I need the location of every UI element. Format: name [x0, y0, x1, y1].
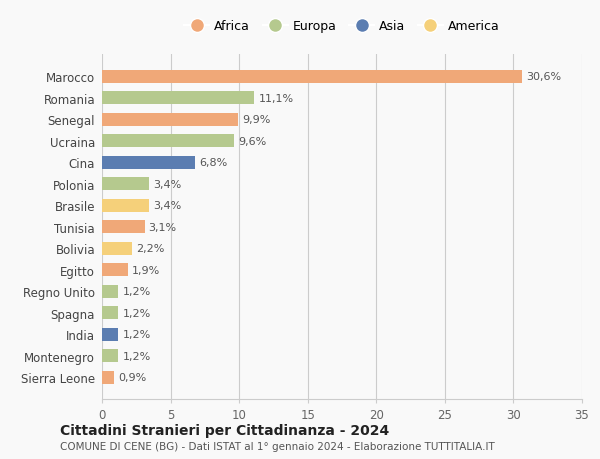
- Bar: [102, 285, 118, 298]
- Bar: [102, 349, 118, 362]
- Text: 3,1%: 3,1%: [149, 222, 177, 232]
- Text: 1,9%: 1,9%: [132, 265, 160, 275]
- Bar: [102, 113, 238, 127]
- Text: 9,6%: 9,6%: [238, 136, 266, 146]
- Text: 2,2%: 2,2%: [136, 244, 164, 254]
- Text: Cittadini Stranieri per Cittadinanza - 2024: Cittadini Stranieri per Cittadinanza - 2…: [60, 423, 389, 437]
- Bar: [102, 371, 115, 384]
- Text: 1,2%: 1,2%: [122, 330, 151, 339]
- Text: 1,2%: 1,2%: [122, 351, 151, 361]
- Bar: [102, 157, 195, 169]
- Bar: [102, 221, 145, 234]
- Bar: [102, 242, 132, 255]
- Text: 9,9%: 9,9%: [242, 115, 270, 125]
- Text: 1,2%: 1,2%: [122, 286, 151, 297]
- Text: 0,9%: 0,9%: [118, 372, 147, 382]
- Text: 3,4%: 3,4%: [153, 179, 181, 189]
- Bar: [102, 135, 233, 148]
- Bar: [102, 92, 254, 105]
- Text: 3,4%: 3,4%: [153, 201, 181, 211]
- Bar: [102, 71, 521, 84]
- Text: 6,8%: 6,8%: [199, 158, 227, 168]
- Legend: Africa, Europa, Asia, America: Africa, Europa, Asia, America: [181, 17, 503, 37]
- Text: 11,1%: 11,1%: [259, 94, 293, 104]
- Bar: [102, 263, 128, 276]
- Bar: [102, 328, 118, 341]
- Bar: [102, 178, 149, 191]
- Text: 30,6%: 30,6%: [526, 72, 561, 82]
- Bar: [102, 307, 118, 319]
- Text: COMUNE DI CENE (BG) - Dati ISTAT al 1° gennaio 2024 - Elaborazione TUTTITALIA.IT: COMUNE DI CENE (BG) - Dati ISTAT al 1° g…: [60, 441, 495, 451]
- Bar: [102, 199, 149, 212]
- Text: 1,2%: 1,2%: [122, 308, 151, 318]
